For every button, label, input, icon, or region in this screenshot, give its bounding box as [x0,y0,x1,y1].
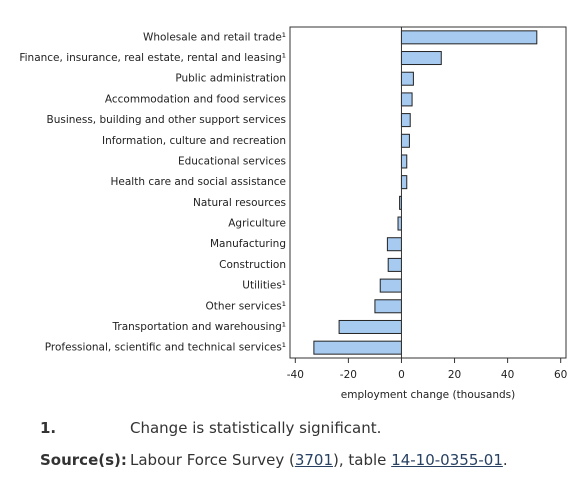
y-tick-label: Other services¹ [206,300,286,312]
y-tick-label: Transportation and warehousing¹ [112,321,286,333]
source-text: ), table [333,451,392,469]
bar [387,257,402,272]
bar [338,319,402,334]
y-tick-label: Natural resources [193,197,286,209]
link[interactable]: 3701 [294,451,334,469]
y-tick-label: Public administration [175,73,286,85]
link[interactable]: 14-10-0355-01 [391,451,503,469]
source-text: Labour Force Survey ( [130,451,295,469]
x-tick-label: 40 [501,369,514,381]
footnote: 1. Change is statistically significant. [40,419,381,437]
bar [400,113,411,128]
x-tick-label: -40 [287,369,304,381]
source-text: . [502,451,508,469]
x-tick-label: 0 [398,369,405,381]
chart: employment change (thousands) -40 -20 0 20 4… [19,26,567,401]
footnote-number: 1. [40,419,57,437]
bar [374,299,402,314]
y-tick-label: Information, culture and recreation [102,135,286,147]
y-tick-label: Wholesale and retail trade¹ [143,31,286,43]
bar [400,30,538,45]
y-tick-label: Agriculture [228,218,286,230]
x-axis-title: employment change (thousands) [341,389,515,401]
y-tick-label: Health care and social assistance [111,176,286,188]
bar [400,175,408,190]
bar [400,71,414,86]
bar [400,133,410,148]
bar [400,92,413,107]
bar [397,216,402,231]
bar [313,340,402,355]
bar [400,154,408,169]
x-tick-label: 60 [554,369,567,381]
bar [379,278,402,293]
y-tick-label: Manufacturing [210,238,286,250]
footnote-text: Change is statistically significant. [130,419,382,437]
plot-frame [289,26,567,359]
y-tick-label: Construction [219,259,286,271]
y-tick-label: Utilities¹ [242,280,286,292]
x-tick-label: -20 [340,369,357,381]
x-tick-label: 20 [448,369,461,381]
y-tick-label: Educational services [178,155,286,167]
y-tick-label: Business, building and other support ser… [46,114,286,126]
y-tick-label: Finance, insurance, real estate, rental … [19,52,286,64]
y-tick-label: Accommodation and food services [105,93,286,105]
source: Source(s): Labour Force Survey (3701), ta… [40,451,508,469]
y-tick-label: Professional, scientific and technical s… [45,342,286,354]
source-label: Source(s): [40,451,127,469]
bar [386,237,402,252]
bar [400,51,442,66]
